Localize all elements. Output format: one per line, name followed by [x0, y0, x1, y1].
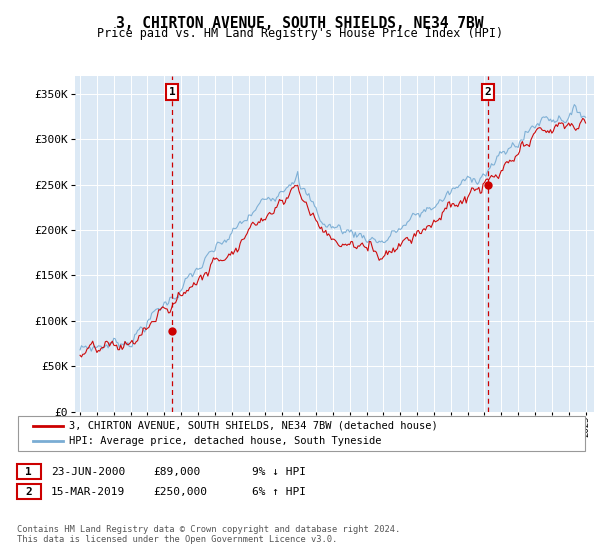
Text: Contains HM Land Registry data © Crown copyright and database right 2024.: Contains HM Land Registry data © Crown c…	[17, 525, 400, 534]
Text: 3, CHIRTON AVENUE, SOUTH SHIELDS, NE34 7BW (detached house): 3, CHIRTON AVENUE, SOUTH SHIELDS, NE34 7…	[69, 421, 438, 431]
Text: 15-MAR-2019: 15-MAR-2019	[51, 487, 125, 497]
Text: 6% ↑ HPI: 6% ↑ HPI	[252, 487, 306, 497]
Text: This data is licensed under the Open Government Licence v3.0.: This data is licensed under the Open Gov…	[17, 535, 337, 544]
Text: £250,000: £250,000	[153, 487, 207, 497]
Text: 1: 1	[169, 87, 176, 97]
Text: 1: 1	[25, 466, 32, 477]
Text: 9% ↓ HPI: 9% ↓ HPI	[252, 466, 306, 477]
Text: 2: 2	[484, 87, 491, 97]
Text: 23-JUN-2000: 23-JUN-2000	[51, 466, 125, 477]
Text: HPI: Average price, detached house, South Tyneside: HPI: Average price, detached house, Sout…	[69, 436, 382, 446]
Text: 3, CHIRTON AVENUE, SOUTH SHIELDS, NE34 7BW: 3, CHIRTON AVENUE, SOUTH SHIELDS, NE34 7…	[116, 16, 484, 31]
Text: 2: 2	[25, 487, 32, 497]
Text: Price paid vs. HM Land Registry's House Price Index (HPI): Price paid vs. HM Land Registry's House …	[97, 27, 503, 40]
Text: £89,000: £89,000	[153, 466, 200, 477]
